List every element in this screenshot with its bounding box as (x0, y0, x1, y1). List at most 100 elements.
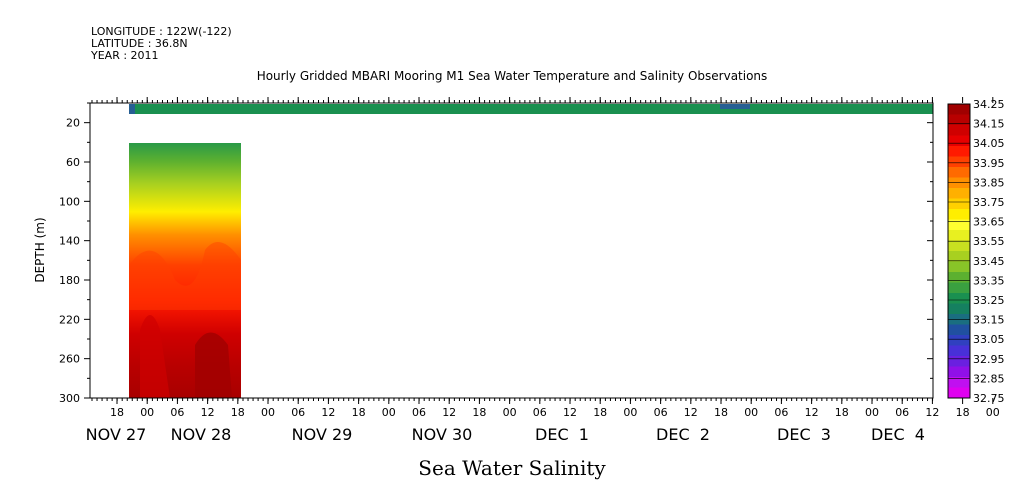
colorbar-label: 33.65 (973, 216, 1005, 229)
colorbar-label: 33.15 (973, 314, 1005, 327)
x-hour-label: 00 (986, 406, 1000, 419)
year-label: YEAR : 2011 (90, 49, 159, 62)
colorbar-segment (948, 366, 970, 378)
colorbar-segment (948, 377, 970, 388)
x-hour-label: 00 (140, 406, 154, 419)
x-hour-label: 18 (352, 406, 366, 419)
colorbar-label: 32.95 (973, 353, 1005, 366)
colorbar-segment (948, 293, 970, 304)
surface-band-highlight-2 (129, 104, 135, 114)
colorbar-segment (948, 209, 970, 220)
x-date-label: DEC 1 (535, 425, 589, 444)
x-hour-label: 00 (261, 406, 275, 419)
colorbar: 34.25 34.15 34.05 33.95 33.85 33.75 33.65 33.55… (947, 98, 1005, 405)
x-hour-label: 12 (684, 406, 698, 419)
x-hour-label: 06 (654, 406, 668, 419)
colorbar-label: 34.05 (973, 137, 1005, 150)
x-date-label: NOV 27 (86, 425, 147, 444)
colorbar-label: 33.25 (973, 294, 1005, 307)
colorbar-label: 33.85 (973, 176, 1005, 189)
x-hour-label: 12 (442, 406, 456, 419)
colorbar-segment (948, 230, 970, 241)
colorbar-segment (948, 167, 970, 178)
colorbar-segment (948, 335, 970, 346)
x-date-label: DEC 3 (777, 425, 831, 444)
x-date-label: DEC 4 (871, 425, 925, 444)
x-hour-label: 12 (563, 406, 577, 419)
colorbar-segment (948, 104, 970, 115)
profile-contour-mid (129, 242, 241, 310)
y-tick-label: 260 (59, 353, 80, 366)
x-hour-label: 18 (110, 406, 124, 419)
colorbar-segment (948, 261, 970, 273)
x-hour-label: 06 (895, 406, 909, 419)
plot-area (89, 102, 934, 399)
y-tick-label: 60 (66, 156, 80, 169)
y-tick-label: 180 (59, 274, 80, 287)
x-axis: 18 00 06 12 18 00 06 12 18 00 06 12 18 00 06 12 18 00 06 12… (86, 97, 1000, 444)
x-date-label: NOV 30 (412, 425, 473, 444)
colorbar-segment (948, 198, 970, 210)
colorbar-segment (948, 345, 970, 357)
latitude-label: LATITUDE : 36.8N (91, 37, 188, 50)
x-hour-label: 12 (805, 406, 819, 419)
colorbar-label: 33.05 (973, 333, 1005, 346)
y-axis: 20 60 100 140 180 220 260 300 (59, 102, 933, 405)
x-hour-label: 00 (623, 406, 637, 419)
colorbar-segment (948, 272, 970, 283)
colorbar-label: 33.95 (973, 157, 1005, 170)
colorbar-label: 33.55 (973, 235, 1005, 248)
surface-salinity-band (129, 104, 933, 114)
y-tick-label: 300 (59, 392, 80, 405)
x-hour-label: 12 (321, 406, 335, 419)
colorbar-segment (948, 177, 970, 189)
plot-border (89, 102, 934, 399)
x-hour-label: 18 (593, 406, 607, 419)
colorbar-segment (948, 146, 970, 157)
surface-band-highlight (720, 104, 750, 109)
y-tick-label: 100 (59, 195, 80, 208)
y-tick-label: 220 (59, 313, 80, 326)
colorbar-label: 33.75 (973, 196, 1005, 209)
colorbar-segment (948, 282, 970, 294)
x-hour-label: 12 (201, 406, 215, 419)
y-tick-label: 140 (59, 235, 80, 248)
longitude-label: LONGITUDE : 122W(-122) (91, 25, 232, 38)
x-hour-label: 06 (412, 406, 426, 419)
colorbar-segment (948, 240, 970, 252)
colorbar-segment (948, 114, 970, 126)
x-hour-label: 00 (865, 406, 879, 419)
colorbar-segment (948, 125, 970, 136)
profile-contour-core (195, 332, 232, 398)
colorbar-label: 32.85 (973, 372, 1005, 385)
colorbar-segment (948, 188, 970, 199)
x-hour-label: 18 (835, 406, 849, 419)
colorbar-label: 34.15 (973, 118, 1005, 131)
x-hour-label: 06 (291, 406, 305, 419)
colorbar-segment (948, 135, 970, 147)
colorbar-segment (948, 251, 970, 262)
x-hour-label: 18 (714, 406, 728, 419)
x-axis-label: Sea Water Salinity (418, 456, 606, 480)
colorbar-label: 33.35 (973, 274, 1005, 287)
x-hour-label: 18 (472, 406, 486, 419)
x-hour-label: 18 (956, 406, 970, 419)
colorbar-segment (948, 219, 970, 231)
colorbar-segment (948, 324, 970, 336)
y-tick-label: 20 (66, 117, 80, 130)
profile-contour-lobe (140, 315, 170, 398)
colorbar-segment (948, 387, 970, 399)
colorbar-label: 32.75 (973, 392, 1005, 405)
colorbar-segment (948, 303, 970, 315)
x-hour-label: 00 (503, 406, 517, 419)
x-hour-label: 06 (170, 406, 184, 419)
x-date-label: NOV 29 (292, 425, 353, 444)
colorbar-segment (948, 356, 970, 367)
x-hour-label: 06 (533, 406, 547, 419)
x-hour-label: 00 (382, 406, 396, 419)
x-date-label: DEC 2 (656, 425, 710, 444)
colorbar-label: 33.45 (973, 255, 1005, 268)
x-hour-label: 12 (925, 406, 939, 419)
colorbar-label: 34.25 (973, 98, 1005, 111)
